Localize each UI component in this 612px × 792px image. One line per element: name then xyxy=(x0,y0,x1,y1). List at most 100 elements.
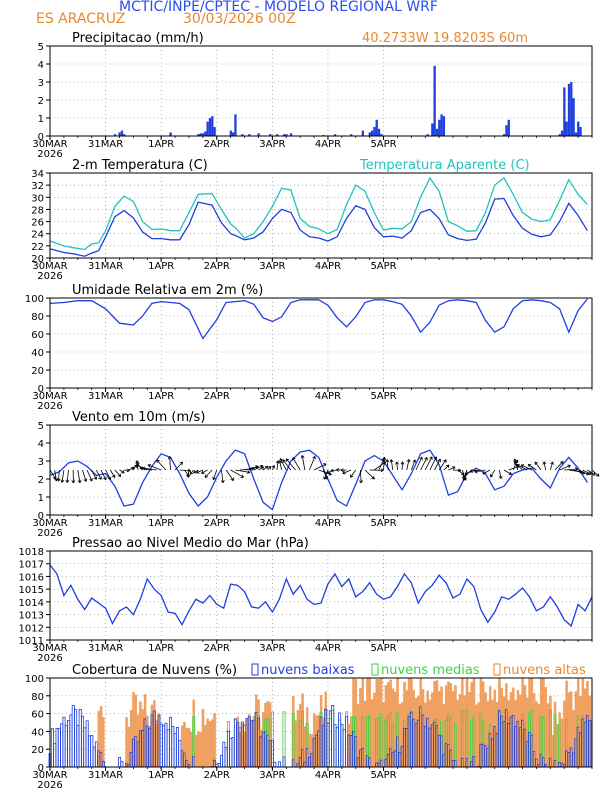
precip-bar xyxy=(275,134,279,136)
cloud-low-bar xyxy=(273,761,277,768)
wind-arrowhead xyxy=(371,475,375,480)
y-tick-label: 60 xyxy=(31,710,44,721)
cloud-high-bar xyxy=(190,732,193,768)
cloud-high-bar xyxy=(194,734,198,768)
cloud-high-bar xyxy=(373,692,376,768)
x-tick-label: 4APR xyxy=(315,391,341,402)
x-tick-label: 3APR xyxy=(259,261,285,272)
precip-bar xyxy=(241,134,244,136)
wind-vector xyxy=(587,469,596,476)
cloud-low-bar xyxy=(92,746,96,768)
x-tick-label: 31MAR xyxy=(88,139,123,150)
wind-vector xyxy=(249,466,259,471)
wind-vector xyxy=(225,469,234,481)
x-tick-label: 5APR xyxy=(370,391,396,402)
cloud-low-bar xyxy=(87,735,91,768)
wind-arrowhead xyxy=(516,463,520,468)
x-tick-label: 2APR xyxy=(204,643,230,654)
precip-bar xyxy=(257,133,260,136)
cloud-high-bar xyxy=(544,687,548,768)
location-label: ES ARACRUZ xyxy=(36,11,126,27)
wind-vector xyxy=(61,469,65,483)
wind-vector xyxy=(383,457,385,471)
cloud-low-bar xyxy=(166,729,170,768)
x-tick-label: 30MAR xyxy=(32,770,67,781)
y-tick-label: 0 xyxy=(38,384,44,395)
precip-bar xyxy=(118,132,121,136)
wind-arrowhead xyxy=(201,470,205,474)
precip-bar xyxy=(231,132,235,136)
precip-bar xyxy=(204,131,207,136)
wind-arrowhead xyxy=(588,471,592,475)
wind-vector xyxy=(527,464,537,471)
precip-bar xyxy=(361,130,364,136)
y-tick-label: 26 xyxy=(31,218,44,229)
wind-arrowhead xyxy=(513,458,518,463)
wind-vector xyxy=(498,469,502,479)
wind-vector xyxy=(554,461,564,471)
cloud-low-bar xyxy=(62,716,66,768)
wind-arrowhead xyxy=(187,468,191,473)
wind-vector xyxy=(82,469,87,482)
wind-arrowhead xyxy=(111,474,116,478)
wind-vector xyxy=(401,461,403,471)
cloud-low-bar xyxy=(226,730,230,768)
precip-bar xyxy=(285,134,288,136)
wind-arrowhead xyxy=(126,468,130,473)
cloud-low-bar xyxy=(69,714,73,768)
x-tick-label: 5APR xyxy=(370,643,396,654)
wind-vector xyxy=(212,469,218,480)
y-tick-label: 3 xyxy=(38,457,44,468)
cloud-low-bar xyxy=(118,756,122,768)
wind-vector xyxy=(279,460,283,471)
wind-arrowhead xyxy=(443,459,447,463)
station-coords: 40.2733W 19.8203S 60m xyxy=(362,31,528,46)
wind-title: Vento em 10m (m/s) xyxy=(72,410,205,425)
wind-vector xyxy=(438,459,447,471)
wind-vector xyxy=(390,459,394,471)
cloud-high-bar xyxy=(468,692,471,768)
y-tick-label: 20 xyxy=(31,745,44,756)
wind-arrowhead xyxy=(400,461,405,465)
wind-vector xyxy=(410,459,416,471)
wind-vector xyxy=(378,457,385,471)
wind-vector xyxy=(77,469,81,483)
x-tick-label: 4APR xyxy=(315,518,341,529)
wind-arrowhead xyxy=(135,464,140,468)
precip-title: Precipitacao (mm/h) xyxy=(72,31,204,46)
wind-vector xyxy=(503,469,512,475)
wind-vector xyxy=(514,458,519,471)
wind-arrowhead xyxy=(520,464,525,468)
y-tick-label: 3 xyxy=(38,78,44,89)
y-tick-label: 100 xyxy=(25,294,44,305)
x-tick-year: 2026 xyxy=(37,401,62,412)
wind-vector xyxy=(267,465,272,471)
x-tick-label: 5APR xyxy=(370,139,396,150)
temp-line xyxy=(49,197,588,257)
wind-vector xyxy=(469,469,481,472)
wind-arrowhead xyxy=(380,468,384,473)
wind-arrowhead xyxy=(446,464,450,468)
wind-vector xyxy=(221,469,224,483)
precip-bar xyxy=(502,134,506,136)
precip-bar xyxy=(289,133,293,136)
wind-arrowhead xyxy=(186,474,191,478)
y-tick-label: 5 xyxy=(38,421,44,432)
cloud-low-bar xyxy=(220,755,224,768)
x-tick-label: 30MAR xyxy=(32,518,67,529)
y-tick-label: 2 xyxy=(38,475,44,486)
wind-arrowhead xyxy=(326,470,331,474)
wind-vector xyxy=(124,469,130,471)
precip-bar xyxy=(269,134,272,136)
precip-bar xyxy=(234,114,237,136)
precip-bar xyxy=(577,121,580,136)
wind-vector xyxy=(54,469,57,482)
x-tick-label: 30MAR xyxy=(32,391,67,402)
precip-bar xyxy=(570,82,573,136)
wind-vector xyxy=(262,465,269,471)
clouds-title: Cobertura de Nuvens (%) xyxy=(72,663,237,678)
